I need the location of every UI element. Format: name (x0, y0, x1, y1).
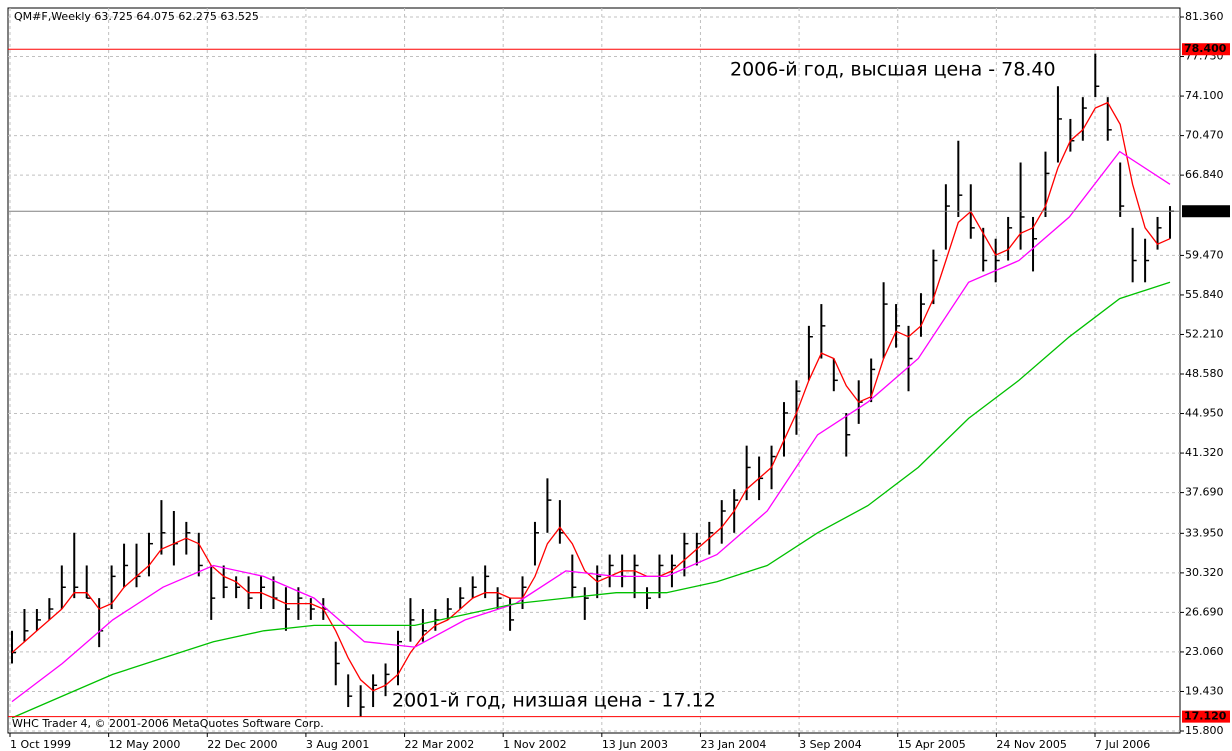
overlays: 78.400 63.525 17.120 (8, 42, 1230, 723)
y-tick-label: 44.950 (1185, 407, 1224, 420)
x-tick-label: 22 Dec 2000 (207, 738, 277, 751)
level-label: 63.525 (1184, 204, 1226, 217)
level-label-box (1182, 205, 1230, 218)
x-tick-label: 24 Nov 2005 (996, 738, 1066, 751)
y-tick-label: 23.060 (1185, 645, 1224, 658)
plot-frame (7, 7, 1181, 734)
x-tick-label: 1 Nov 2002 (503, 738, 566, 751)
y-tick-label: 37.690 (1185, 486, 1224, 499)
y-tick-label: 59.470 (1185, 248, 1224, 261)
x-tick-label: 3 Aug 2001 (306, 738, 369, 751)
y-tick-label: 15.800 (1185, 724, 1224, 737)
level-label: 17.120 (1184, 710, 1227, 723)
y-tick-label: 19.430 (1185, 684, 1224, 697)
moving-average (11, 281, 1171, 719)
annotation: 2001-й год, низшая цена - 17.12 (392, 690, 716, 712)
x-tick-label: 23 Jan 2004 (700, 738, 766, 751)
y-tick-label: 66.840 (1185, 168, 1224, 181)
moving-average (11, 101, 1171, 692)
x-tick-label: 12 May 2000 (109, 738, 181, 751)
footer: WHC Trader 4, © 2001-2006 MetaQuotes Sof… (12, 717, 324, 730)
y-tick-label: 26.690 (1185, 605, 1224, 618)
x-tick-label: 1 Oct 1999 (10, 738, 71, 751)
y-tick-label: 48.580 (1185, 367, 1224, 380)
x-tick-label: 7 Jul 2006 (1095, 738, 1150, 751)
annotation: 2006-й год, высшая цена - 78.40 (730, 59, 1056, 81)
x-tick-label: 3 Sep 2004 (799, 738, 862, 751)
y-tick-label: 33.950 (1185, 526, 1224, 539)
y-tick-label: 30.320 (1185, 566, 1224, 579)
level-label-box (1182, 710, 1230, 723)
level-label: 78.400 (1184, 42, 1227, 55)
y-tick-label: 74.100 (1185, 89, 1224, 102)
y-tick-label: 55.840 (1185, 288, 1224, 301)
y-tick-label: 52.210 (1185, 327, 1224, 340)
grid: 81.36077.73074.10070.47066.84059.47055.8… (8, 8, 1224, 751)
x-tick-label: 13 Jun 2003 (602, 738, 668, 751)
y-tick-label: 70.470 (1185, 129, 1224, 142)
chart-title: QM#F,Weekly 63.725 64.075 62.275 63.525 (14, 10, 259, 23)
moving-average (11, 150, 1171, 703)
y-tick-label: 81.360 (1185, 10, 1224, 23)
x-tick-label: 15 Apr 2005 (898, 738, 966, 751)
marks (11, 53, 1174, 719)
y-tick-label: 41.320 (1185, 446, 1224, 459)
level-label-box (1182, 43, 1230, 56)
x-tick-label: 22 Mar 2002 (405, 738, 475, 751)
